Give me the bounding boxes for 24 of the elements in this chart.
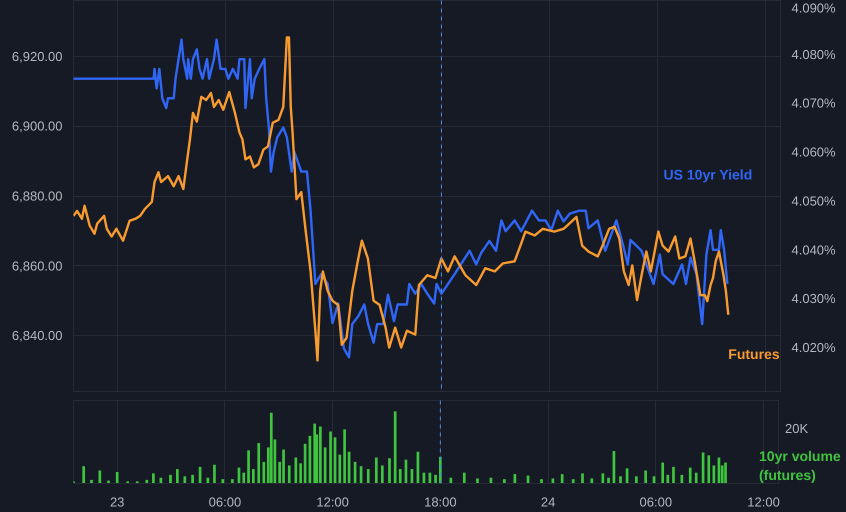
- x-tick-label: 18:00: [424, 494, 457, 510]
- x-tick-label: 12:00: [316, 494, 349, 510]
- x-tick-label: 06:00: [208, 494, 242, 510]
- y2-tick-label: 4.030%: [792, 291, 836, 306]
- x-tick-label: 24: [540, 494, 556, 510]
- text: Futures: [728, 346, 780, 362]
- y-tick-label: 6,840.00: [12, 328, 63, 344]
- y-tick-label: 6,920.00: [12, 48, 63, 64]
- text: US 10yr Yield: [664, 166, 752, 182]
- y2-tick-label: 4.060%: [792, 144, 836, 160]
- y2-tick-label: 4.040%: [792, 242, 836, 258]
- y-tick-label: 6,880.00: [12, 188, 63, 204]
- y2-tick-label: 4.090%: [792, 0, 836, 16]
- text: 20K: [785, 420, 810, 438]
- x-tick-label: 23: [110, 494, 124, 510]
- text: 10yr volume (futures): [759, 446, 842, 485]
- y-tick-label: 6,860.00: [12, 258, 63, 274]
- y2-tick-label: 4.070%: [792, 96, 836, 111]
- y2-tick-label: 4.050%: [792, 193, 836, 208]
- y2-tick-label: 4.080%: [792, 46, 836, 62]
- x-tick-label: 06:00: [640, 494, 672, 510]
- x-tick-label: 12:00: [747, 494, 780, 510]
- y2-tick-label: 4.020%: [792, 340, 836, 356]
- y-tick-label: 6,900.00: [12, 118, 63, 134]
